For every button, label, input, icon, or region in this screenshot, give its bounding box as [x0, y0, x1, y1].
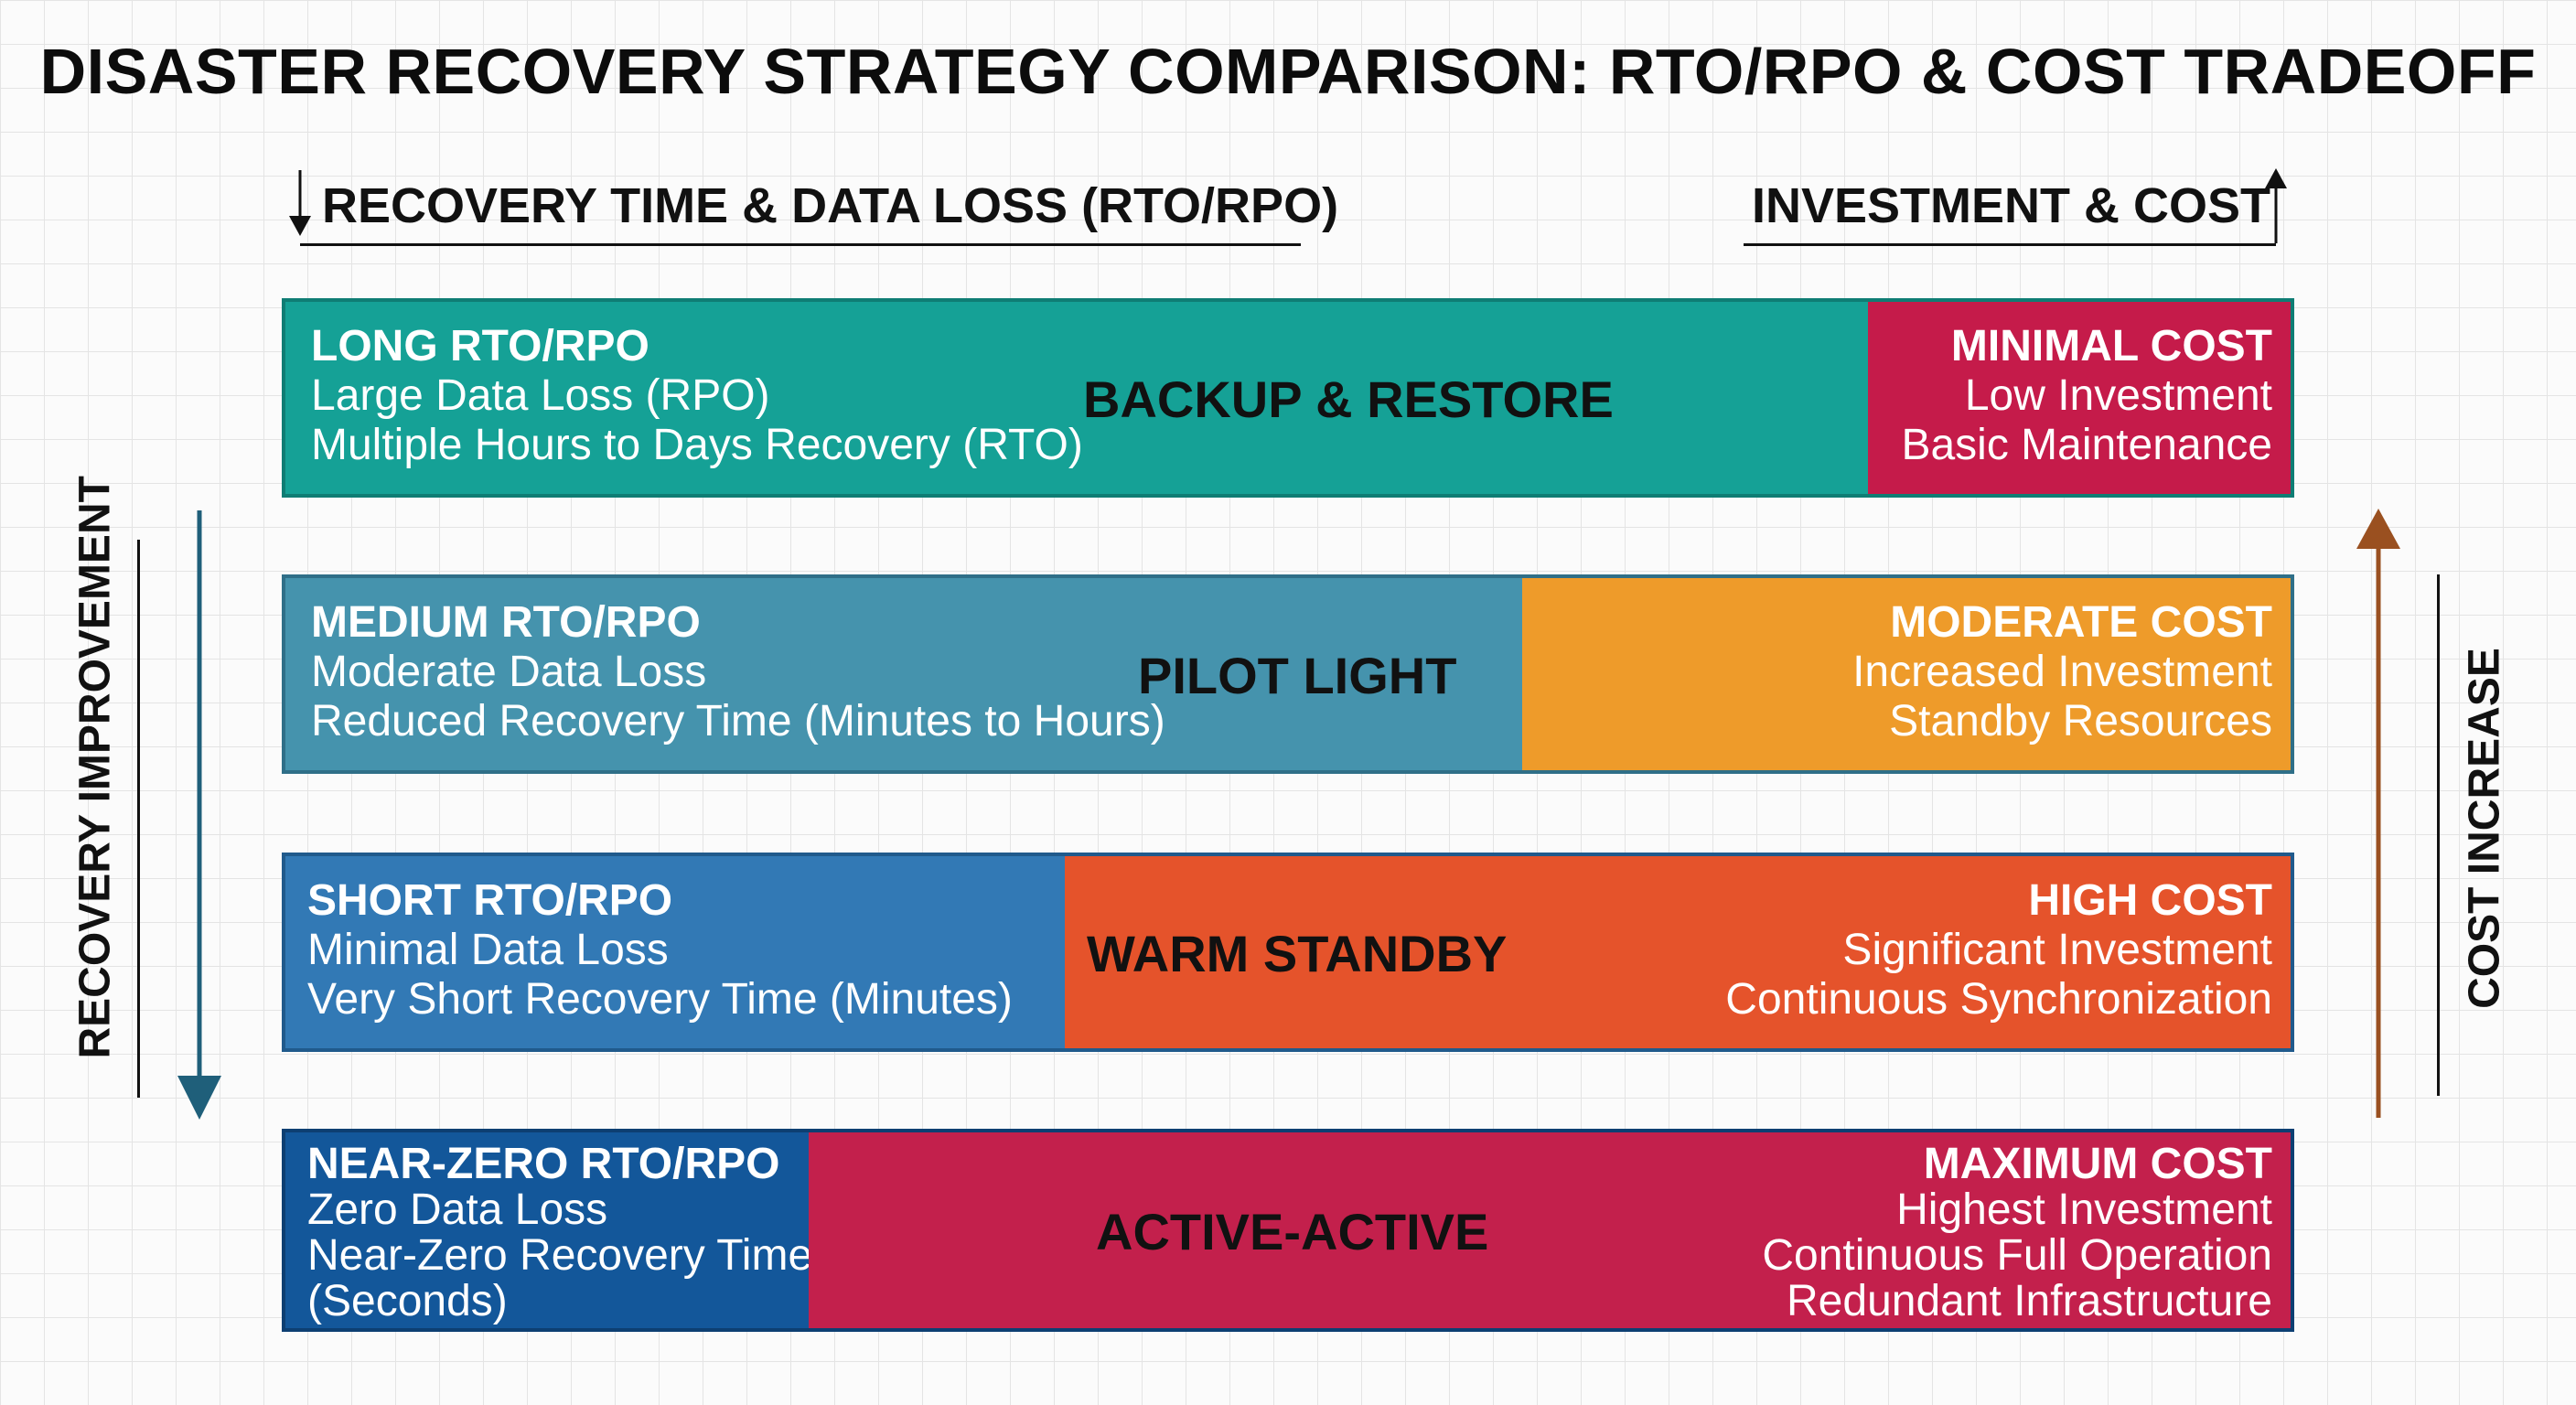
segment-rto-active: NEAR-ZERO RTO/RPO Zero Data Loss Near-Ze…: [285, 1132, 813, 1328]
rto-title: NEAR-ZERO RTO/RPO: [307, 1140, 780, 1188]
cost-title: HIGH COST: [2028, 876, 2272, 925]
header-left: RECOVERY TIME & DATA LOSS (RTO/RPO): [322, 178, 1339, 233]
strategy-label-pilot-light: PILOT LIGHT: [1138, 647, 1457, 704]
cost-line: Basic Maintenance: [1901, 421, 2272, 469]
rto-title: MEDIUM RTO/RPO: [311, 598, 701, 647]
cost-line: Significant Investment: [1842, 926, 2272, 974]
rto-line: Zero Data Loss: [307, 1185, 608, 1234]
header-left-down-arrow-icon: [289, 170, 311, 236]
header-right-underline: [1744, 243, 2276, 246]
header-left-underline: [300, 243, 1301, 246]
page-title: DISASTER RECOVERY STRATEGY COMPARISON: R…: [39, 36, 2537, 107]
rto-line: Minimal Data Loss: [307, 926, 669, 974]
cost-line: Low Investment: [1964, 371, 2272, 420]
rto-title: LONG RTO/RPO: [311, 322, 649, 370]
rto-title: SHORT RTO/RPO: [307, 876, 673, 925]
row-active-active: NEAR-ZERO RTO/RPO Zero Data Loss Near-Ze…: [282, 1129, 2294, 1332]
segment-cost-warm: WARM STANDBY HIGH COST Significant Inves…: [1065, 856, 2291, 1048]
side-label-cost-increase: COST INCREASE: [2460, 648, 2509, 1009]
segment-rto-warm: SHORT RTO/RPO Minimal Data Loss Very Sho…: [285, 856, 1065, 1048]
strategy-label-warm-standby: WARM STANDBY: [1087, 925, 1508, 982]
side-left-line: [137, 540, 140, 1098]
rto-line: (Seconds): [307, 1277, 508, 1325]
segment-cost-active: ACTIVE-ACTIVE MAXIMUM COST Highest Inves…: [809, 1132, 2291, 1328]
side-label-recovery-improvement: RECOVERY IMPROVEMENT: [70, 476, 120, 1059]
rto-line: Moderate Data Loss: [311, 648, 707, 696]
strategy-label-backup-restore: BACKUP & RESTORE: [1083, 370, 1614, 428]
segment-cost-pilot: MODERATE COST Increased Investment Stand…: [1522, 578, 2291, 770]
cost-line: Continuous Synchronization: [1725, 975, 2272, 1024]
row-pilot-light: MEDIUM RTO/RPO Moderate Data Loss Reduce…: [282, 574, 2294, 774]
cost-title: MAXIMUM COST: [1923, 1140, 2272, 1188]
cost-line: Redundant Infrastructure: [1787, 1277, 2272, 1325]
header-right: INVESTMENT & COST: [1752, 178, 2271, 233]
cost-title: MODERATE COST: [1890, 598, 2272, 647]
recovery-improvement-arrow-icon: [177, 510, 221, 1120]
rto-line: Large Data Loss (RPO): [311, 371, 770, 420]
segment-rto-pilot: MEDIUM RTO/RPO Moderate Data Loss Reduce…: [285, 578, 1522, 770]
cost-line: Highest Investment: [1896, 1185, 2272, 1234]
rto-line: Reduced Recovery Time (Minutes to Hours): [311, 697, 1165, 745]
rto-line: Very Short Recovery Time (Minutes): [307, 975, 1013, 1024]
row-backup-restore: LONG RTO/RPO Large Data Loss (RPO) Multi…: [282, 298, 2294, 498]
side-right-line: [2437, 574, 2440, 1096]
rto-line: Near-Zero Recovery Time: [307, 1231, 813, 1280]
rto-line: Multiple Hours to Days Recovery (RTO): [311, 421, 1083, 469]
cost-line: Standby Resources: [1889, 697, 2272, 745]
strategy-label-active-active: ACTIVE-ACTIVE: [1096, 1203, 1489, 1260]
cost-line: Increased Investment: [1852, 648, 2272, 696]
segment-rto-backup: LONG RTO/RPO Large Data Loss (RPO) Multi…: [285, 302, 1868, 494]
row-warm-standby: SHORT RTO/RPO Minimal Data Loss Very Sho…: [282, 853, 2294, 1052]
segment-cost-backup: MINIMAL COST Low Investment Basic Mainte…: [1868, 302, 2291, 494]
cost-increase-arrow-icon: [2356, 509, 2400, 1118]
header-right-up-arrow-icon: [2265, 168, 2287, 243]
cost-title: MINIMAL COST: [1950, 322, 2272, 370]
cost-line: Continuous Full Operation: [1762, 1231, 2272, 1280]
